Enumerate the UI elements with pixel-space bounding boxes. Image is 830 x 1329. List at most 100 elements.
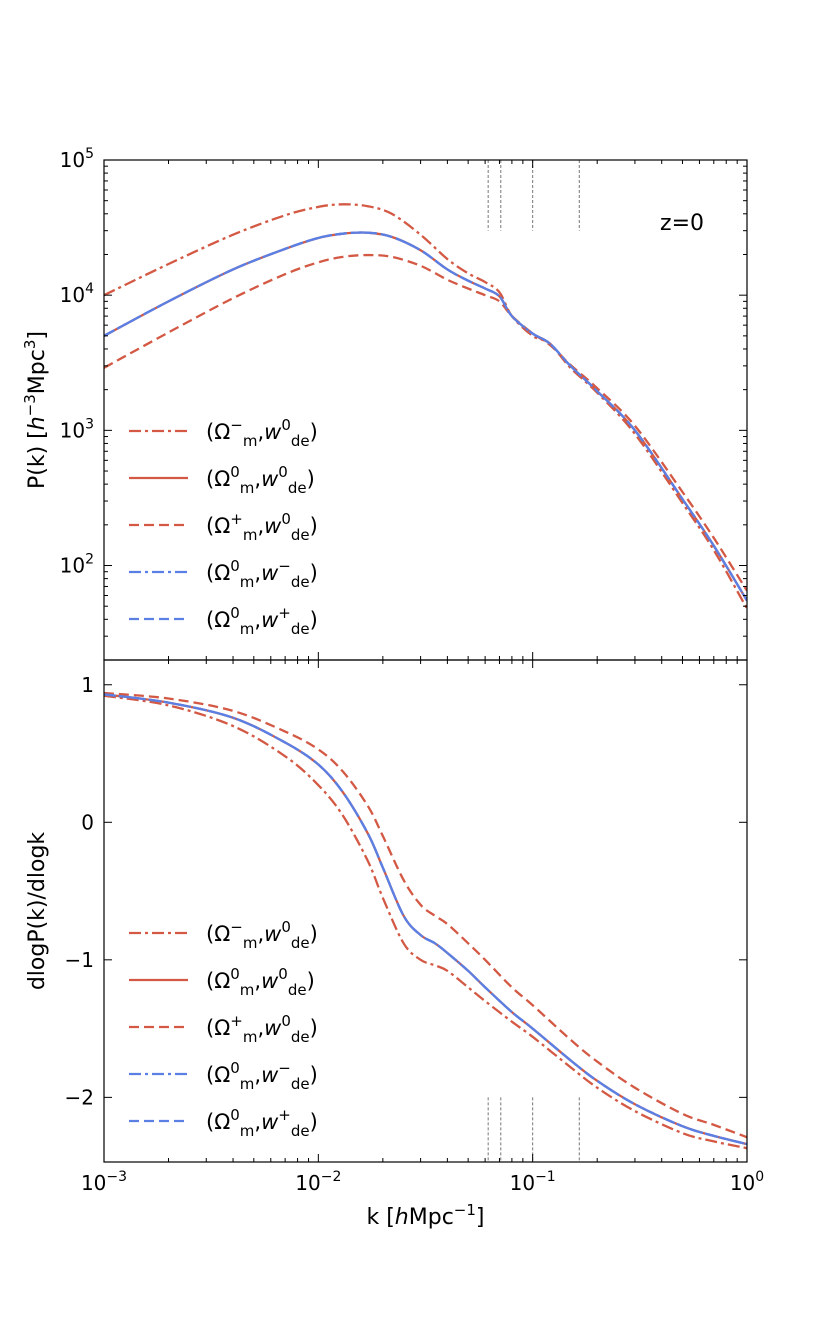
legend-label-part: , (257, 1016, 264, 1040)
legend-label-part: m (243, 1028, 258, 1046)
legend-label-part: w (261, 467, 279, 491)
legend-label: (Ω0m,w+de) (206, 1106, 318, 1140)
legend-label-part: ) (307, 467, 315, 491)
legend-item: (Ω0m,w−de) (129, 557, 318, 591)
y-tick-label: −2 (65, 1085, 94, 1109)
y-tick-label: 105 (60, 146, 94, 172)
legend-label-part: ) (310, 514, 318, 538)
legend-label-part: (Ω (206, 420, 230, 444)
legend-label-part: de (291, 1122, 310, 1140)
legend-label-part: w (261, 1063, 279, 1087)
legend-label-part: 0 (230, 1106, 240, 1124)
legend-label-part: , (254, 467, 261, 491)
legend-label-part: , (257, 420, 264, 444)
x-tick-exponent: −1 (535, 1169, 556, 1185)
legend-label-part: 0 (230, 463, 240, 481)
legend-label: (Ω−m,w0de) (206, 416, 318, 450)
x-tick-label: 100 (730, 1169, 764, 1195)
legend-label-part: w (261, 608, 279, 632)
y-tick-base: 10 (60, 554, 85, 578)
legend-label-part: (Ω (206, 1016, 230, 1040)
y-axis-label: dlogP(k)/dlogk (25, 832, 50, 991)
legend-label-part: (Ω (206, 608, 230, 632)
y-tick-label: 1 (81, 673, 94, 697)
legend-label-part: 0 (281, 510, 291, 528)
legend-label-part: w (264, 514, 282, 538)
ticks (103, 660, 748, 1162)
y-tick-label: −1 (65, 948, 94, 972)
x-tick-base: 10 (295, 1171, 320, 1195)
legend-label: (Ω+m,w0de) (206, 510, 318, 544)
legend-label-part: − (230, 918, 243, 936)
series-line (104, 694, 747, 1150)
legend-item: (Ω0m,w0de) (129, 463, 315, 497)
legend-label-part: , (254, 969, 261, 993)
legend-label-part: + (230, 510, 243, 528)
legend-label-part: de (291, 620, 310, 638)
ticks (103, 159, 748, 661)
legend-label-part: , (254, 1063, 261, 1087)
series-line (104, 253, 747, 592)
legend-label-part: , (257, 922, 264, 946)
legend-label-part: w (264, 922, 282, 946)
y-tick-base: 10 (60, 418, 85, 442)
legend-label-part: m (240, 479, 255, 497)
legend-label-part: (Ω (206, 467, 230, 491)
legend-label-part: 0 (230, 965, 240, 983)
legend-label: (Ω0m,w−de) (206, 1059, 318, 1093)
legend-label-part: ) (310, 1016, 318, 1040)
legend-label-part: de (291, 432, 310, 450)
legend-label-part: 0 (230, 604, 240, 622)
x-axis-label-part: Mpc (409, 1205, 454, 1230)
legend-item: (Ω0m,w+de) (129, 1106, 318, 1140)
series-group (104, 691, 747, 1150)
legend-label-part: m (243, 526, 258, 544)
legend-label-part: w (264, 1016, 282, 1040)
legend: (Ω−m,w0de)(Ω0m,w0de)(Ω+m,w0de)(Ω0m,w−de)… (129, 416, 318, 638)
legend-label-part: m (240, 620, 255, 638)
y-tick-exponent: 2 (85, 552, 94, 568)
legend-label-part: 0 (278, 965, 288, 983)
legend-label: (Ω0m,w0de) (206, 965, 315, 999)
legend-label-part: m (240, 1122, 255, 1140)
y-tick-exponent: 5 (85, 146, 94, 162)
legend-label-part: , (254, 561, 261, 585)
x-tick-label: 10−3 (81, 1169, 127, 1195)
legend-label-part: de (291, 1028, 310, 1046)
legend-label-part: w (261, 969, 279, 993)
legend: (Ω−m,w0de)(Ω0m,w0de)(Ω+m,w0de)(Ω0m,w−de)… (129, 918, 318, 1140)
legend-label-part: 0 (230, 1059, 240, 1077)
legend-label-part: 0 (230, 557, 240, 575)
legend-label-part: (Ω (206, 969, 230, 993)
redshift-annotation: z=0 (660, 211, 704, 236)
legend-label-part: w (261, 561, 279, 585)
x-axis-label-part: −1 (454, 1201, 476, 1219)
y-axis-label-part: Mpc (25, 349, 50, 394)
legend-label-part: m (240, 1075, 255, 1093)
y-tick-exponent: 3 (85, 416, 94, 432)
legend-label-part: 0 (281, 918, 291, 936)
legend-item: (Ω−m,w0de) (129, 918, 318, 952)
legend-label-part: ) (310, 608, 318, 632)
x-tick-exponent: −3 (106, 1169, 127, 1185)
legend-label-part: , (254, 1110, 261, 1134)
plot-frame (103, 659, 748, 1163)
x-tick-label: 10−2 (295, 1169, 341, 1195)
legend-label-part: + (278, 1106, 291, 1124)
y-tick-base: 10 (60, 283, 85, 307)
legend-label-part: ) (310, 561, 318, 585)
legend-label-part: w (264, 420, 282, 444)
y-tick-label: 0 (81, 810, 94, 834)
x-axis-label-part: ] (476, 1205, 485, 1230)
legend-label-part: m (243, 934, 258, 952)
legend-item: (Ω0m,w0de) (129, 965, 315, 999)
legend-label-part: + (230, 1012, 243, 1030)
x-axis-label-part: k [ (366, 1205, 394, 1230)
x-tick-label: 10−1 (510, 1169, 556, 1195)
legend-label-part: de (291, 573, 310, 591)
legend-label-part: w (261, 1110, 279, 1134)
x-axis-label: k [hMpc−1] (366, 1201, 484, 1230)
legend-item: (Ω0m,w+de) (129, 604, 318, 638)
legend-label: (Ω+m,w0de) (206, 1012, 318, 1046)
legend-item: (Ω−m,w0de) (129, 416, 318, 450)
